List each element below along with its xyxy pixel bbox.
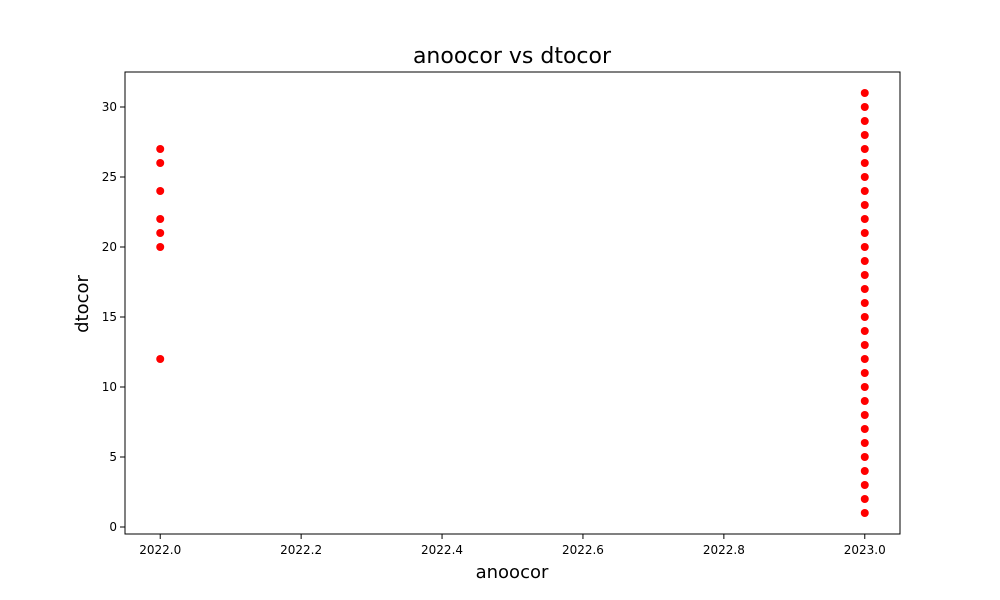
x-axis-label: anoocor: [476, 562, 549, 583]
data-point: [860, 313, 869, 321]
x-tick-label: 2022.4: [421, 543, 463, 557]
data-point: [860, 383, 869, 391]
data-point: [860, 89, 869, 97]
data-point: [156, 355, 165, 363]
plot-area-frame: [124, 71, 901, 535]
data-point: [156, 145, 165, 153]
data-point: [860, 299, 869, 307]
data-point: [860, 145, 869, 153]
data-point: [156, 187, 165, 195]
data-point: [860, 397, 869, 405]
data-point: [860, 425, 869, 433]
x-tick-label: 2022.0: [139, 543, 181, 557]
data-point: [860, 271, 869, 279]
x-axis: 2022.0 2022.2 2022.4 2022.6 2022.8 2023.0: [139, 534, 886, 557]
data-point: [860, 201, 869, 209]
y-axis-label: dtocor: [72, 275, 93, 333]
data-point: [156, 229, 165, 237]
data-point: [860, 327, 869, 335]
data-point: [860, 117, 869, 125]
data-point: [860, 467, 869, 475]
y-tick-label: 25: [102, 170, 117, 184]
data-point: [860, 243, 869, 251]
data-point: [860, 509, 869, 517]
data-point: [860, 355, 869, 363]
data-point: [156, 215, 165, 223]
data-point: [860, 495, 869, 503]
data-point: [860, 131, 869, 139]
x-tick-label: 2022.8: [703, 543, 745, 557]
data-point: [860, 411, 869, 419]
y-tick-label: 10: [102, 380, 117, 394]
data-point: [156, 243, 165, 251]
data-point: [860, 453, 869, 461]
data-points: [156, 89, 869, 517]
data-point: [860, 481, 869, 489]
y-axis: 0 5 10 15 20 25 30: [102, 100, 125, 534]
data-point: [860, 173, 869, 181]
data-point: [860, 369, 869, 377]
data-point: [860, 103, 869, 111]
y-tick-label: 5: [109, 450, 117, 464]
data-point: [860, 257, 869, 265]
data-point: [860, 215, 869, 223]
x-tick-label: 2022.2: [280, 543, 322, 557]
data-point: [860, 341, 869, 349]
y-tick-label: 20: [102, 240, 117, 254]
data-point: [156, 159, 165, 167]
data-point: [860, 285, 869, 293]
y-tick-label: 15: [102, 310, 117, 324]
chart-title: anoocor vs dtocor: [413, 44, 612, 69]
x-tick-label: 2023.0: [844, 543, 886, 557]
y-tick-label: 30: [102, 100, 117, 114]
y-tick-label: 0: [109, 520, 117, 534]
data-point: [860, 187, 869, 195]
data-point: [860, 439, 869, 447]
data-point: [860, 229, 869, 237]
x-tick-label: 2022.6: [562, 543, 604, 557]
data-point: [860, 159, 869, 167]
